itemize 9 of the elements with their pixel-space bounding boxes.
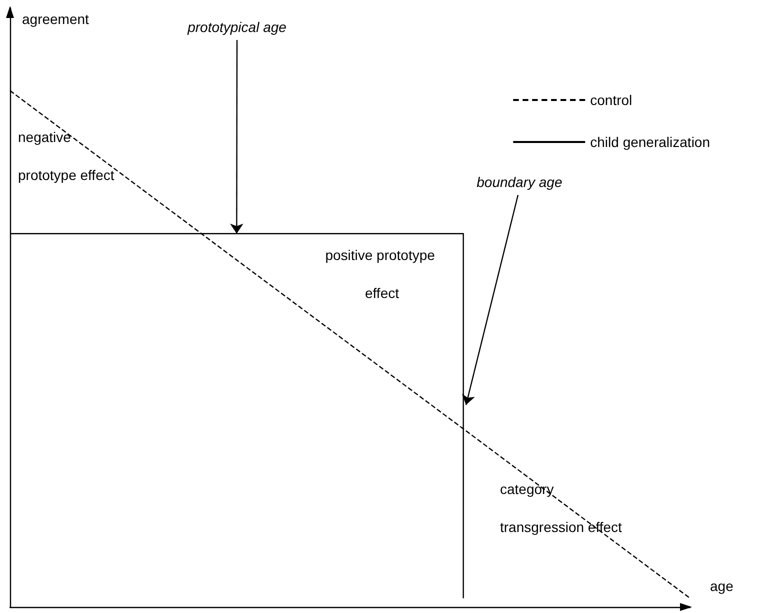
text: negative prototype effect — [18, 129, 114, 183]
legend-label: child generalization — [590, 134, 710, 150]
text: positive prototype effect — [325, 247, 435, 301]
text: category transgression effect — [500, 481, 622, 535]
annotation: prototypical age — [186, 19, 287, 35]
x-axis-title: age — [710, 578, 734, 594]
legend-label: control — [590, 92, 632, 108]
annotation: boundary age — [476, 174, 562, 190]
y-axis-title: agreement — [22, 11, 90, 27]
